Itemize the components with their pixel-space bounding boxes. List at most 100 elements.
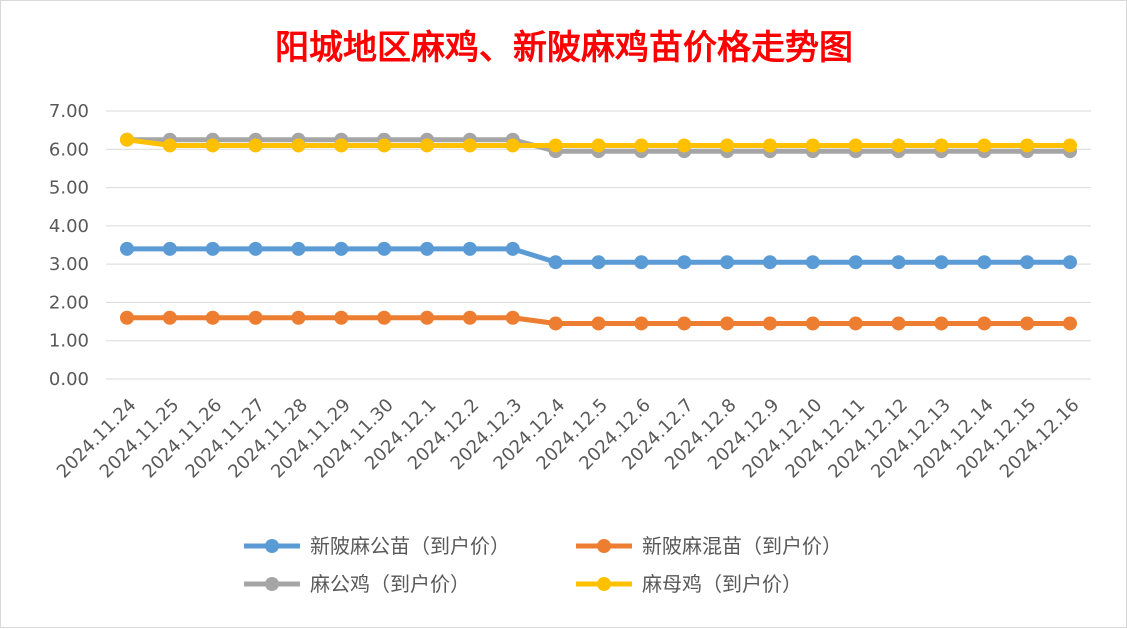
- legend-item: 麻公鸡（到户价）: [244, 572, 470, 596]
- data-point: [891, 316, 906, 331]
- data-point: [1020, 255, 1035, 270]
- legend-item: 新陂麻混苗（到户价）: [576, 534, 842, 558]
- data-point: [162, 138, 177, 153]
- data-point: [891, 255, 906, 270]
- data-point: [591, 316, 606, 331]
- y-tick-label: 2.00: [49, 292, 89, 313]
- series-lines: [120, 132, 1077, 331]
- data-point: [720, 316, 735, 331]
- y-tick-label: 7.00: [49, 101, 89, 122]
- data-point: [205, 310, 220, 325]
- data-point: [291, 138, 306, 153]
- data-point: [548, 138, 563, 153]
- data-point: [848, 255, 863, 270]
- data-point: [677, 255, 692, 270]
- data-point: [934, 255, 949, 270]
- data-point: [377, 241, 392, 256]
- data-point: [934, 316, 949, 331]
- legend-marker: [265, 539, 279, 553]
- legend-item: 麻母鸡（到户价）: [576, 572, 802, 596]
- data-point: [891, 138, 906, 153]
- data-point: [462, 310, 477, 325]
- data-point: [505, 310, 520, 325]
- data-point: [720, 255, 735, 270]
- data-point: [634, 138, 649, 153]
- data-point: [334, 310, 349, 325]
- data-point: [377, 310, 392, 325]
- data-point: [120, 132, 134, 147]
- data-point: [1020, 138, 1035, 153]
- data-point: [805, 316, 820, 331]
- data-point: [120, 241, 134, 256]
- data-point: [334, 138, 349, 153]
- series-1: [120, 241, 1077, 270]
- data-point: [162, 241, 177, 256]
- data-point: [334, 241, 349, 256]
- data-point: [291, 310, 306, 325]
- data-point: [677, 138, 692, 153]
- data-point: [248, 310, 263, 325]
- legend: 新陂麻公苗（到户价） 新陂麻混苗（到户价） 麻公鸡（到户价） 麻母鸡（到户价）: [244, 534, 842, 596]
- y-tick-label: 4.00: [49, 216, 89, 237]
- series-2: [120, 310, 1077, 331]
- y-tick-label: 5.00: [49, 178, 89, 199]
- data-point: [420, 310, 435, 325]
- y-tick-label: 6.00: [49, 139, 89, 160]
- data-point: [634, 316, 649, 331]
- data-point: [762, 138, 777, 153]
- y-axis-ticks: 0.00 1.00 2.00 3.00 4.00 5.00 6.00 7.00: [49, 101, 89, 390]
- legend-label: 麻母鸡（到户价）: [642, 572, 802, 596]
- chart-title: 阳城地区麻鸡、新陂麻鸡苗价格走势图: [275, 28, 853, 68]
- data-point: [720, 138, 735, 153]
- legend-label: 新陂麻混苗（到户价）: [642, 534, 842, 558]
- data-point: [591, 255, 606, 270]
- data-point: [1063, 316, 1077, 331]
- data-point: [762, 255, 777, 270]
- legend-marker: [265, 577, 279, 591]
- data-point: [977, 316, 992, 331]
- y-tick-label: 0.00: [49, 369, 89, 390]
- data-point: [591, 138, 606, 153]
- data-point: [205, 241, 220, 256]
- data-point: [462, 138, 477, 153]
- data-point: [420, 241, 435, 256]
- legend-label: 麻公鸡（到户价）: [310, 572, 470, 596]
- data-point: [248, 241, 263, 256]
- data-point: [934, 138, 949, 153]
- data-point: [291, 241, 306, 256]
- data-point: [1063, 255, 1077, 270]
- legend-item: 新陂麻公苗（到户价）: [244, 534, 510, 558]
- data-point: [205, 138, 220, 153]
- data-point: [1020, 316, 1035, 331]
- data-point: [462, 241, 477, 256]
- data-point: [420, 138, 435, 153]
- data-point: [120, 310, 134, 325]
- legend-marker: [597, 577, 611, 591]
- data-point: [762, 316, 777, 331]
- gridlines: [106, 110, 1091, 380]
- data-point: [505, 138, 520, 153]
- legend-marker: [597, 539, 611, 553]
- data-point: [162, 310, 177, 325]
- data-point: [248, 138, 263, 153]
- data-point: [377, 138, 392, 153]
- x-axis-ticks: 2024.11.242024.11.252024.11.262024.11.27…: [53, 395, 1084, 483]
- data-point: [977, 138, 992, 153]
- data-point: [848, 316, 863, 331]
- y-tick-label: 3.00: [49, 254, 89, 275]
- data-point: [848, 138, 863, 153]
- data-point: [634, 255, 649, 270]
- legend-label: 新陂麻公苗（到户价）: [310, 534, 510, 558]
- series-4: [120, 132, 1077, 153]
- data-point: [977, 255, 992, 270]
- data-point: [548, 316, 563, 331]
- data-point: [805, 255, 820, 270]
- data-point: [805, 138, 820, 153]
- data-point: [505, 241, 520, 256]
- data-point: [548, 255, 563, 270]
- data-point: [677, 316, 692, 331]
- data-point: [1063, 138, 1077, 153]
- y-tick-label: 1.00: [49, 331, 89, 352]
